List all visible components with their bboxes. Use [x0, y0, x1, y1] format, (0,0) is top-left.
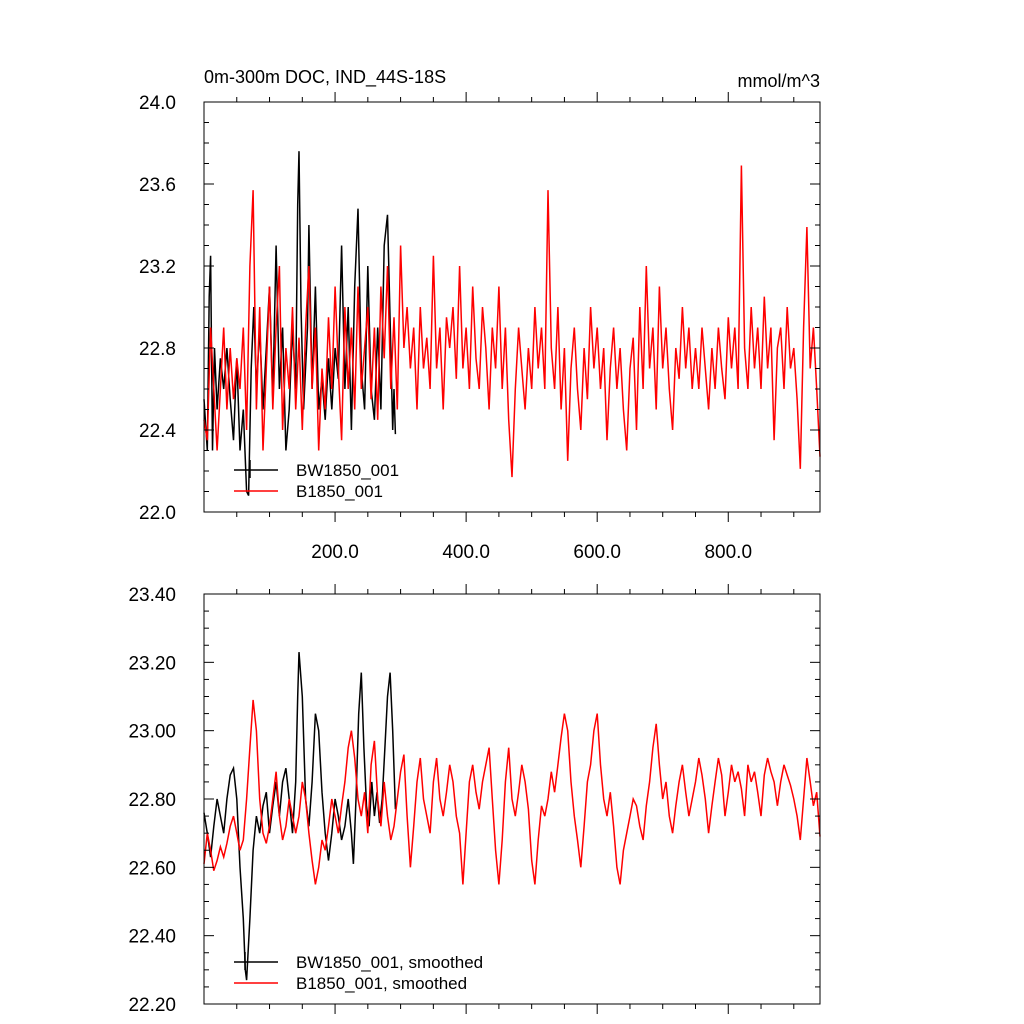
- bottom-y-tick-label: 22.80: [128, 790, 176, 811]
- bottom-series-line-1: [203, 699, 821, 885]
- bottom-axis-ticks: 22.20 22.40 22.60 22.80 23.00 23.20 23.40: [128, 584, 820, 1016]
- top-x-tick-label: 400.0: [442, 542, 490, 563]
- top-y-tick-label: 23.6: [139, 175, 176, 196]
- bottom-legend: BW1850_001, smoothed B1850_001, smoothed: [234, 952, 483, 993]
- top-x-tick-label: 600.0: [573, 542, 621, 563]
- bottom-legend-label-b: B1850_001, smoothed: [296, 974, 467, 993]
- top-series-layer: [203, 151, 821, 496]
- bottom-y-tick-label: 22.40: [128, 927, 176, 948]
- bottom-panel: 22.20 22.40 22.60 22.80 23.00 23.20 23.40 BW18…: [128, 584, 821, 1016]
- top-y-tick-label: 24.0: [139, 93, 176, 114]
- top-legend-label-bw: BW1850_001: [296, 461, 399, 480]
- top-series-line-0: [203, 151, 397, 496]
- top-y-tick-label: 22.8: [139, 339, 176, 360]
- top-x-tick-label: 200.0: [311, 542, 359, 563]
- bottom-series-layer: [203, 652, 821, 981]
- top-legend: BW1850_001 B1850_001: [234, 460, 399, 501]
- top-y-tick-label: 23.2: [139, 257, 176, 278]
- top-plot-frame: [203, 101, 821, 513]
- top-legend-label-b: B1850_001: [296, 482, 383, 501]
- top-axis-ticks: 22.0 22.4 22.8 23.2 23.6 24.0 200.0 400.0 600.0 8…: [139, 92, 820, 563]
- bottom-y-tick-label: 22.60: [128, 858, 176, 879]
- bottom-y-tick-label: 23.00: [128, 722, 176, 743]
- bottom-plot-frame: [203, 593, 821, 1005]
- bottom-legend-label-bw: BW1850_001, smoothed: [296, 953, 483, 972]
- top-chart-title: 0m-300m DOC, IND_44S-18S: [204, 67, 446, 88]
- top-y-tick-label: 22.4: [139, 421, 176, 442]
- top-series-line-1: [203, 165, 821, 478]
- top-x-tick-label: 800.0: [704, 542, 752, 563]
- bottom-y-tick-label: 23.40: [128, 585, 176, 606]
- bottom-y-tick-label: 22.20: [128, 995, 176, 1016]
- top-chart-units: mmol/m^3: [738, 71, 820, 91]
- top-y-tick-label: 22.0: [139, 503, 176, 524]
- bottom-y-tick-label: 23.20: [128, 653, 176, 674]
- top-panel: 0m-300m DOC, IND_44S-18S mmol/m^3 22.022…: [139, 67, 821, 563]
